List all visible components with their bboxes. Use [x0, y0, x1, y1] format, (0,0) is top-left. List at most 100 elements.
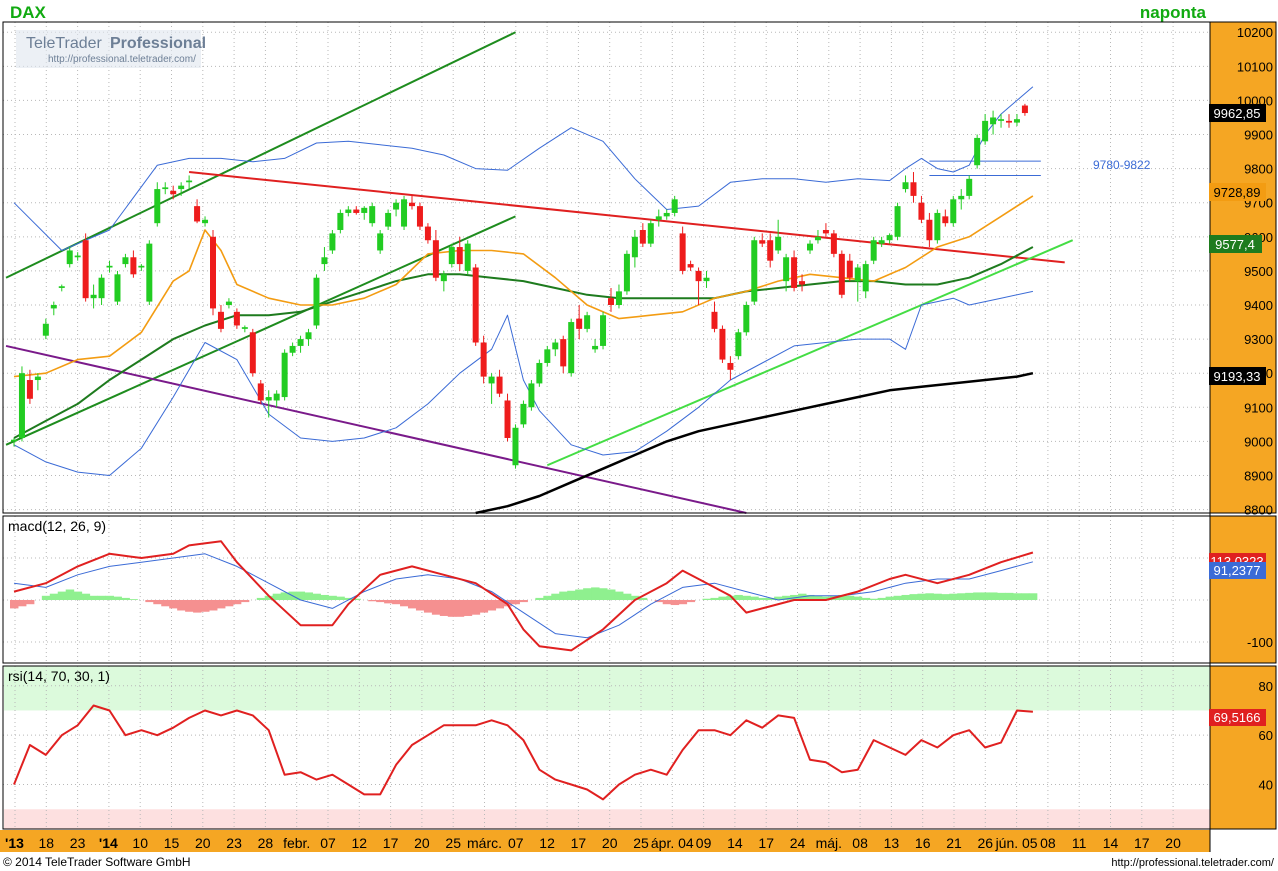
macd-histogram-bar — [654, 600, 664, 603]
time-tick-label: 20 — [195, 835, 211, 851]
macd-histogram-bar — [240, 600, 250, 603]
candle — [186, 175, 193, 190]
candle-body — [146, 243, 153, 302]
candle-body — [679, 233, 686, 271]
candle-body — [401, 199, 408, 227]
candle-body — [424, 226, 431, 241]
candle-body — [886, 235, 893, 241]
candle — [703, 270, 710, 288]
macd-histogram-bar — [806, 594, 815, 600]
candle — [1021, 103, 1028, 116]
candle — [154, 182, 161, 227]
macd-histogram-bar — [861, 597, 871, 600]
time-tick-label: 23 — [70, 835, 86, 851]
candle-body — [990, 117, 997, 125]
macd-histogram-bar — [65, 589, 75, 600]
candle — [727, 356, 734, 381]
candle — [767, 233, 774, 268]
macd-histogram-bar — [662, 600, 672, 605]
candle — [520, 400, 527, 428]
macd-histogram-bar — [256, 597, 266, 600]
candle — [671, 195, 678, 217]
candle — [194, 199, 201, 224]
candle — [584, 311, 591, 333]
candle-body — [480, 342, 487, 377]
rsi-panel-border — [2, 665, 1277, 830]
candle — [830, 229, 837, 258]
candle — [448, 243, 455, 268]
time-tick-label: 20 — [1165, 835, 1181, 851]
macd-histogram-bar — [551, 593, 560, 600]
bollinger-lower — [13, 290, 1034, 476]
candle — [114, 270, 121, 306]
candle — [942, 209, 949, 227]
time-tick-label: 12 — [352, 835, 368, 851]
candle — [560, 335, 567, 374]
candle — [273, 390, 280, 408]
macd-histogram-bar — [782, 595, 791, 600]
candle-body — [560, 339, 567, 367]
candle — [456, 236, 463, 271]
time-tick-label: 17 — [571, 835, 587, 851]
candle — [464, 240, 471, 275]
candle-body — [225, 301, 232, 306]
price-tick-label: 8900 — [1244, 468, 1273, 483]
candle-body — [982, 120, 989, 142]
sma-fast-text: 9728,89 — [1214, 185, 1261, 200]
macd-histogram-bar — [869, 598, 879, 600]
time-tick-label: 20 — [414, 835, 430, 851]
time-axis-corner — [1210, 830, 1278, 852]
candle-body — [472, 267, 479, 343]
candle — [34, 373, 41, 391]
candle — [361, 206, 368, 220]
price-tick-label: 8800 — [1244, 503, 1273, 518]
candle — [241, 325, 248, 333]
rsi-axis[interactable] — [1210, 666, 1276, 829]
macd-histogram-bar — [487, 600, 497, 611]
candle — [655, 209, 662, 227]
price-axis[interactable] — [1210, 22, 1276, 513]
time-tick-label: 25 — [633, 835, 649, 851]
time-axis[interactable] — [0, 830, 1210, 852]
period-label: naponta — [1140, 3, 1207, 22]
macd-histogram-bar — [734, 594, 743, 600]
candle-body — [114, 274, 121, 302]
macd-histogram-bar — [742, 595, 751, 600]
candle-body — [711, 311, 718, 329]
candle — [122, 253, 129, 268]
time-tick-label: 08 — [852, 835, 868, 851]
macd-histogram-bar — [893, 595, 903, 600]
macd-histogram-bar — [408, 600, 417, 609]
candle — [74, 252, 81, 261]
macd-histogram-bar — [105, 595, 114, 600]
candle — [807, 240, 813, 254]
candle-body — [727, 362, 734, 370]
time-tick-label: febr. — [283, 835, 310, 851]
candle-body — [536, 362, 543, 384]
candle — [217, 305, 224, 333]
rsi-title: rsi(14, 70, 30, 1) — [8, 668, 110, 684]
rsi-value-box — [1209, 709, 1266, 726]
candle-body — [154, 189, 161, 224]
trendline-support — [546, 239, 1074, 467]
candle-body — [50, 305, 57, 309]
candle — [775, 219, 782, 254]
candle-body — [297, 339, 304, 346]
candle — [432, 229, 439, 282]
macd-histogram-bar — [129, 599, 138, 600]
macd-histogram-bar — [121, 597, 130, 600]
candle-body — [623, 253, 630, 292]
candle — [377, 229, 384, 254]
candle-body — [822, 229, 829, 234]
macd-histogram-bar — [599, 588, 608, 600]
candle-body — [257, 383, 264, 401]
candle-body — [440, 274, 447, 282]
macd-histogram-bar — [296, 591, 306, 600]
footer-url[interactable]: http://professional.teletrader.com/ — [1111, 857, 1275, 869]
macd-histogram-bar — [853, 596, 863, 600]
time-tick-label: 14 — [1103, 835, 1119, 851]
candle-body — [26, 380, 33, 399]
macd-histogram-bar — [368, 600, 377, 602]
macd-axis[interactable] — [1210, 516, 1276, 663]
candle-body — [345, 209, 352, 213]
